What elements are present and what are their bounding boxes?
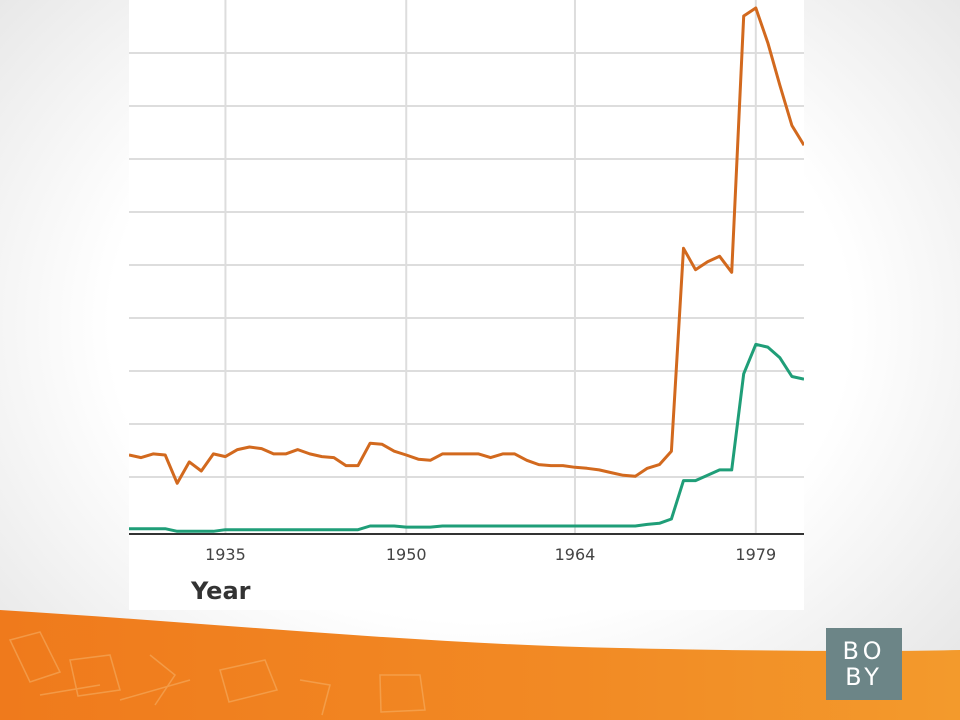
series-line-green xyxy=(129,342,804,533)
series-line-orange xyxy=(129,6,804,485)
x-tick-labels: 1935 1950 1964 1979 xyxy=(205,545,776,564)
chart-panel: 1935 1950 1964 1979 Year xyxy=(129,0,804,610)
x-tick-label: 1979 xyxy=(735,545,776,564)
x-axis-title: Year xyxy=(190,577,251,605)
boby-logo: BO BY xyxy=(826,628,902,700)
line-chart: 1935 1950 1964 1979 Year xyxy=(129,0,804,605)
x-tick-label: 1964 xyxy=(555,545,596,564)
series-layer xyxy=(129,6,804,533)
x-tick-label: 1935 xyxy=(205,545,246,564)
gridlines xyxy=(129,0,804,534)
logo-line-2: BY xyxy=(845,663,883,691)
footer-orange-band xyxy=(0,610,960,720)
x-tick-label: 1950 xyxy=(386,545,427,564)
logo-line-1: BO xyxy=(842,637,886,665)
